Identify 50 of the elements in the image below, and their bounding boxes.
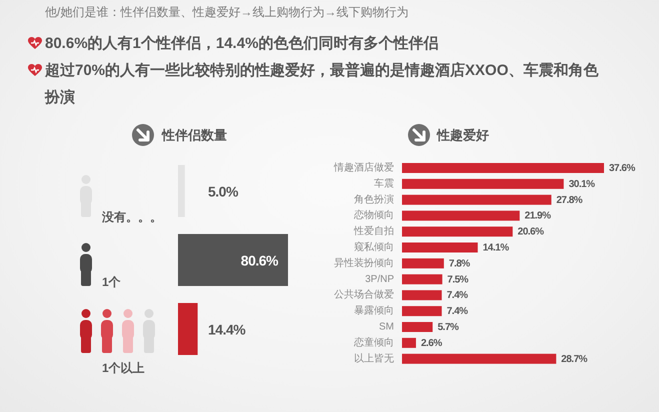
- text: 他/她们是谁：性伴侣数量、性趣爱好→线上购物行为→线下购物行为: [45, 4, 408, 21]
- bar: [402, 274, 442, 284]
- data-label: 5.0%: [208, 184, 239, 200]
- bar: [402, 242, 478, 252]
- bar: [402, 338, 416, 348]
- bar: [402, 226, 513, 237]
- y-tick-label: 车震: [374, 177, 394, 190]
- y-tick-label: 以上皆无: [354, 352, 394, 364]
- y-tick-label: 异性装扮倾向: [334, 256, 394, 269]
- data-label: 5.7%: [438, 322, 460, 333]
- data-label: 21.9%: [524, 210, 552, 222]
- data-label: 14.1%: [482, 242, 510, 254]
- data-label: 30.1%: [568, 178, 596, 190]
- bar: [402, 258, 444, 268]
- data-label: 7.8%: [448, 258, 470, 270]
- bar: [402, 306, 442, 316]
- data-label: 37.6%: [609, 163, 636, 174]
- bar: [402, 290, 442, 300]
- text: 80.6%的人有1个性伴侣，14.4%的色色们同时有多个性伴侣: [45, 35, 438, 52]
- bar: [402, 322, 433, 332]
- y-tick-label: 公共场合做爱: [334, 288, 394, 301]
- y-tick-label: 恋物倾向: [353, 209, 394, 222]
- y-tick-label: 1个: [102, 275, 122, 289]
- text: 超过70%的人有一些比较特别的性趣爱好，最普遍的是情趣酒店XXOO、车震和角色扮演: [45, 62, 598, 106]
- bar: [402, 178, 564, 189]
- data-label: 14.4%: [208, 322, 246, 338]
- y-tick-label: 情趣酒店做爱: [333, 162, 394, 174]
- data-label: 7.4%: [446, 306, 468, 318]
- bar: [402, 210, 520, 221]
- chart-title: 性趣爱好: [436, 128, 489, 142]
- y-tick-label: 窥私倾向: [354, 241, 394, 253]
- data-label: 28.7%: [561, 354, 588, 365]
- bar: [402, 194, 552, 205]
- data-label: 7.5%: [447, 274, 469, 286]
- data-label: 7.4%: [446, 290, 468, 302]
- bar: [402, 354, 556, 364]
- y-tick-label: SM: [379, 322, 394, 332]
- chart-title: 性伴侣数量: [161, 128, 227, 142]
- data-label: 20.6%: [518, 226, 544, 238]
- data-label: 2.6%: [420, 338, 442, 349]
- y-tick-label: 1个以上: [102, 361, 145, 375]
- y-tick-label: 角色扮演: [354, 193, 394, 206]
- y-tick-label: 没有。。。: [101, 210, 162, 224]
- bar: [402, 163, 604, 173]
- y-tick-label: 3P/NP: [365, 274, 394, 285]
- y-tick-label: 性爱自拍: [353, 225, 394, 238]
- data-label: 27.8%: [556, 194, 583, 206]
- y-tick-label: 暴露倾向: [354, 304, 394, 317]
- y-tick-label: 恋童倾向: [353, 336, 394, 348]
- data-label: 80.6%: [240, 252, 280, 268]
